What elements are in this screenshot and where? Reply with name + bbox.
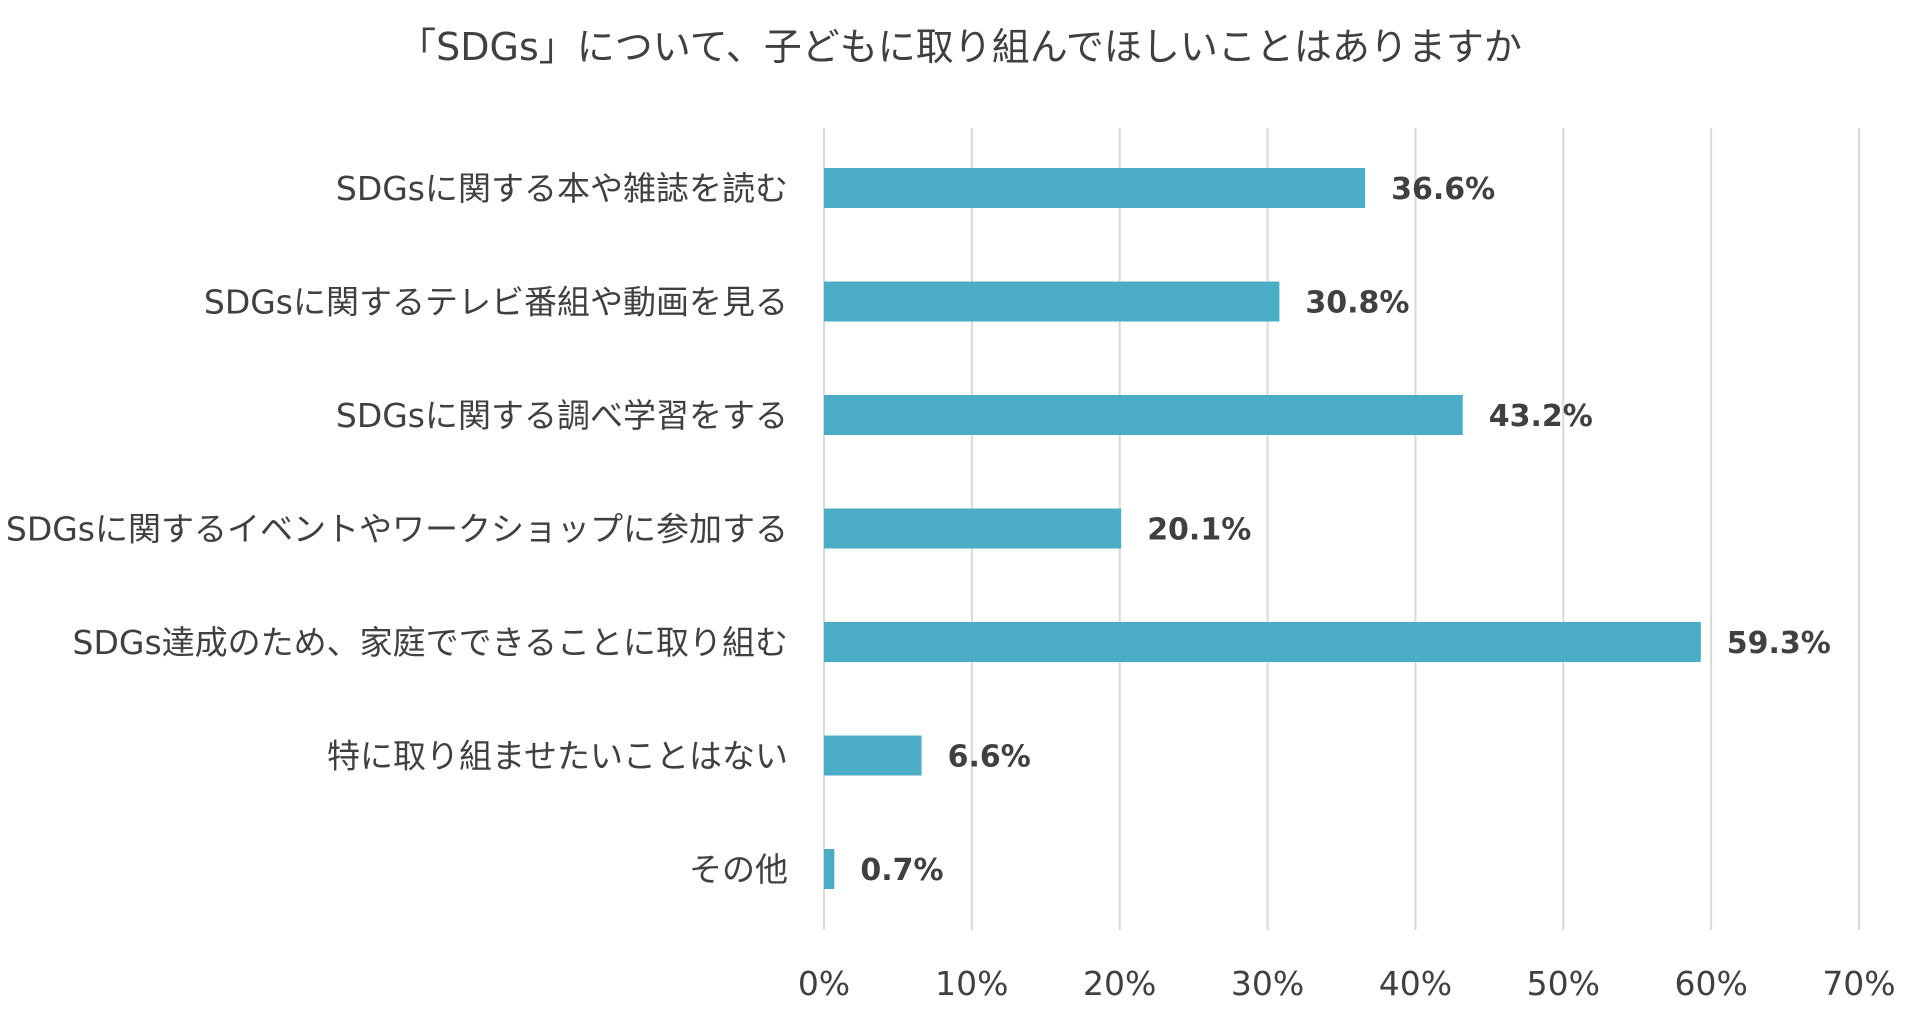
data-label: 30.8% [1305, 286, 1409, 321]
bar [824, 395, 1463, 435]
data-label: 59.3% [1727, 626, 1831, 661]
bar [824, 622, 1701, 662]
category-label: 特に取り組ませたいことはない [327, 737, 788, 776]
chart-title: 「SDGs」について、子どもに取り組んでほしいことはありますか [398, 25, 1522, 69]
category-label: SDGsに関する調べ学習をする [336, 396, 788, 435]
data-label: 36.6% [1391, 172, 1495, 207]
category-label: SDGsに関するイベントやワークショップに参加する [6, 510, 788, 549]
data-label: 6.6% [948, 740, 1031, 775]
x-tick-label: 0% [798, 964, 850, 1003]
category-label: SDGsに関する本や雑誌を読む [336, 169, 788, 208]
x-tick-label: 70% [1822, 964, 1895, 1003]
x-tick-label: 60% [1674, 964, 1747, 1003]
x-tick-label: 20% [1083, 964, 1156, 1003]
bar [824, 735, 922, 776]
x-tick-label: 50% [1527, 964, 1600, 1003]
data-label: 0.7% [860, 853, 943, 888]
x-tick-label: 40% [1379, 964, 1452, 1003]
category-label: その他 [689, 850, 788, 889]
x-axis-ticks: 0% 10% 20% 30% 40% 50% 60% 70% [798, 964, 1896, 1003]
x-tick-label: 30% [1231, 964, 1304, 1003]
category-label: SDGs達成のため、家庭でできることに取り組む [73, 623, 788, 662]
bar [824, 281, 1280, 322]
bar [824, 508, 1122, 549]
bar [824, 168, 1366, 208]
data-label: 20.1% [1147, 513, 1251, 548]
category-labels: SDGsに関する本や雑誌を読む SDGsに関するテレビ番組や動画を見る SDGsに関… [6, 169, 788, 889]
bar [824, 849, 835, 889]
category-label: SDGsに関するテレビ番組や動画を見る [204, 283, 788, 322]
value-labels: 36.6% 30.8% 43.2% 20.1% 59.3% 6.6% 0.7% [860, 172, 1831, 888]
bars [824, 168, 1701, 889]
x-tick-label: 10% [935, 964, 1008, 1003]
data-label: 43.2% [1489, 399, 1593, 434]
